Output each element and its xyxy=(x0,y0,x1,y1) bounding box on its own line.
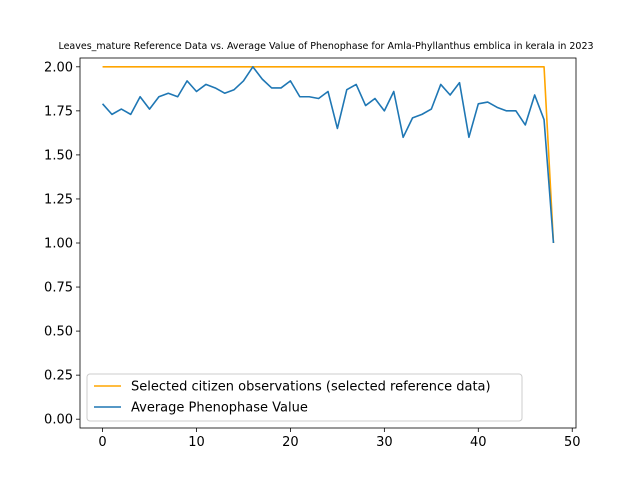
legend-label: Average Phenophase Value xyxy=(131,401,308,416)
y-tick-label: 1.75 xyxy=(44,104,73,119)
y-tick-label: 0.00 xyxy=(44,413,73,428)
y-tick-label: 1.25 xyxy=(44,192,73,207)
x-tick-label: 10 xyxy=(188,435,205,450)
x-tick-label: 30 xyxy=(376,435,393,450)
y-tick-label: 1.50 xyxy=(44,148,73,163)
x-axis: 0 10 20 30 40 50 xyxy=(98,428,581,450)
y-axis: 0.00 0.25 0.50 0.75 1.00 1.25 1.50 1.75 2.00 xyxy=(44,60,80,428)
legend-label: Selected citizen observations (selected … xyxy=(131,380,491,395)
legend-box xyxy=(86,373,523,422)
y-tick-label: 0.75 xyxy=(44,281,73,296)
y-tick-label: 0.25 xyxy=(44,369,73,384)
series-line-average xyxy=(101,66,555,244)
y-tick-label: 0.50 xyxy=(44,325,73,340)
y-tick-label: 1.00 xyxy=(44,237,73,252)
series-layer xyxy=(101,66,555,244)
series-line-reference xyxy=(102,66,555,244)
chart-title: Leaves_mature Reference Data vs. Average… xyxy=(58,41,593,52)
legend: Selected citizen observations (selected … xyxy=(86,373,523,422)
x-tick-label: 50 xyxy=(564,435,581,450)
y-tick-label: 2.00 xyxy=(44,60,73,75)
x-tick-label: 0 xyxy=(98,435,106,450)
x-tick-label: 20 xyxy=(282,435,299,450)
x-tick-label: 40 xyxy=(470,435,487,450)
